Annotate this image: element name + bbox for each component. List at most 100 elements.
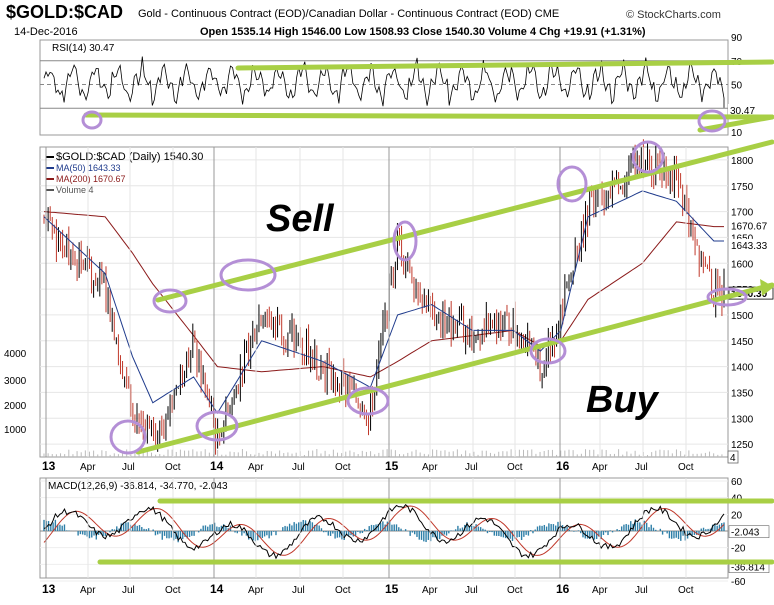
x-tick-label: Apr: [80, 462, 96, 473]
price-y-tick: 1800: [731, 156, 754, 167]
chart-description: Gold - Continuous Contract (EOD)/Canadia…: [138, 8, 560, 20]
x-tick-label: 15: [385, 582, 399, 596]
buy-label: Buy: [586, 379, 660, 421]
x-tick-label: Oct: [678, 585, 694, 596]
rsi-y-tick: 10: [731, 128, 743, 139]
macd-last-value: -2.043: [731, 528, 760, 539]
x-tick-label: Apr: [248, 462, 264, 473]
circle-oct13: [152, 288, 188, 314]
x-tick-label: Apr: [422, 585, 438, 596]
x-tick-label: Jul: [465, 585, 478, 596]
circle-jul13: [109, 419, 147, 455]
price-y-tick: 1400: [731, 363, 754, 374]
rsi-y-tick: 90: [731, 33, 743, 44]
price-y-tick: 1450: [731, 337, 754, 348]
x-tick-label: Oct: [507, 585, 523, 596]
x-tick-label: Oct: [165, 585, 181, 596]
rsi-upper-trendline: [235, 59, 774, 71]
x-tick-label: Oct: [165, 462, 181, 473]
x-tick-label: Apr: [592, 585, 608, 596]
x-tick-label: 16: [556, 459, 570, 473]
x-tick-label: Oct: [678, 462, 694, 473]
sell-label: Sell: [266, 198, 335, 240]
x-tick-label: 16: [556, 582, 570, 596]
x-tick-label: Jul: [635, 462, 648, 473]
price-y-tick: 1750: [731, 182, 754, 193]
x-tick-label: Jul: [122, 585, 135, 596]
circle-feb16: [556, 165, 588, 203]
x-tick-label: 14: [210, 459, 224, 473]
rsi-line: [43, 56, 725, 108]
last-value-badge: [729, 238, 773, 251]
rsi-last-value: 30.47: [730, 106, 755, 117]
price-panel-frame: [39, 146, 729, 458]
volume-tick: 3000: [4, 376, 27, 387]
macd-y-tick: -60: [731, 577, 746, 588]
rsi-y-tick: 50: [731, 81, 743, 92]
legend-entry: MA(200) 1670.67: [56, 174, 126, 184]
x-tick-label: 15: [385, 459, 399, 473]
circle-jul16: [631, 140, 665, 174]
circle-dec16: [706, 287, 748, 307]
rsi-panel-frame: [39, 39, 729, 136]
x-tick-label: Jul: [292, 585, 305, 596]
x-tick-label: Oct: [335, 462, 351, 473]
macd-y-tick: -20: [731, 544, 746, 555]
x-tick-label: 14: [210, 582, 224, 596]
price-y-tick: 1600: [731, 259, 754, 270]
macd-last-badge: [728, 525, 770, 539]
buy-arrow-head: [760, 279, 774, 296]
macd-last-value: -36.814: [731, 563, 765, 574]
x-tick-label: Jul: [122, 462, 135, 473]
ma200-line: [43, 211, 724, 378]
legend-entry: Volume 4: [56, 185, 94, 195]
circle-dec14: [346, 386, 390, 416]
price-y-tick: 1700: [731, 208, 754, 219]
x-tick-label: Apr: [422, 462, 438, 473]
x-tick-label: Oct: [507, 462, 523, 473]
x-tick-label: Apr: [592, 462, 608, 473]
x-tick-label: Apr: [248, 585, 264, 596]
volume-tick: 4000: [4, 349, 27, 360]
rsi-last-badge: [728, 104, 770, 116]
x-tick-label: Jul: [465, 462, 478, 473]
x-tick-label: Jul: [635, 585, 648, 596]
rsi-lower-trendline: [83, 112, 774, 120]
macd-line: [43, 503, 725, 560]
circle-mar14: [219, 258, 277, 292]
circle-dec13: [195, 410, 239, 442]
macd-label: MACD(12,26,9) -36.814, -34.770, -2.043: [48, 481, 228, 492]
x-tick-label: Apr: [80, 585, 96, 596]
chart-date: 14-Dec-2016: [14, 26, 78, 38]
price-y-tick: 1250: [731, 440, 754, 451]
price-y-tick: 1350: [731, 388, 754, 399]
volume-tick: 1000: [4, 425, 27, 436]
circle-dec15: [529, 337, 567, 365]
ma50-line: [43, 190, 724, 415]
sell-channel-trendline: [155, 139, 774, 303]
x-tick-label: 13: [42, 459, 56, 473]
x-tick-label: Jul: [292, 462, 305, 473]
ohlc-summary: Open 1535.14 High 1546.00 Low 1508.93 Cl…: [200, 26, 646, 38]
macd-y-tick: 20: [731, 510, 743, 521]
price-y-tick: 1500: [731, 311, 754, 322]
macd-panel-frame: [39, 477, 729, 579]
last-value-label: 1540.30: [731, 289, 768, 300]
macd-y-tick: 60: [731, 477, 743, 488]
last-value-badge: [729, 219, 773, 232]
rsi-lower-trendline-right: [697, 114, 774, 133]
rsi-low-circle: [81, 110, 103, 130]
rsi-label: RSI(14) 30.47: [52, 43, 115, 54]
rsi-last-circle: [697, 109, 727, 133]
volume-axis-label: 4: [730, 453, 736, 464]
last-value-label: 1670.67: [731, 222, 768, 233]
last-value-label: 1643.33: [731, 241, 768, 252]
circle-jan15: [392, 220, 418, 262]
chart-symbol: $GOLD:$CAD: [6, 2, 124, 22]
volume-tick: 2000: [4, 401, 27, 412]
watermark: © StockCharts.com: [626, 9, 721, 21]
x-tick-label: 13: [42, 582, 56, 596]
buy-channel-trendline: [135, 282, 774, 455]
x-tick-label: Oct: [335, 585, 351, 596]
